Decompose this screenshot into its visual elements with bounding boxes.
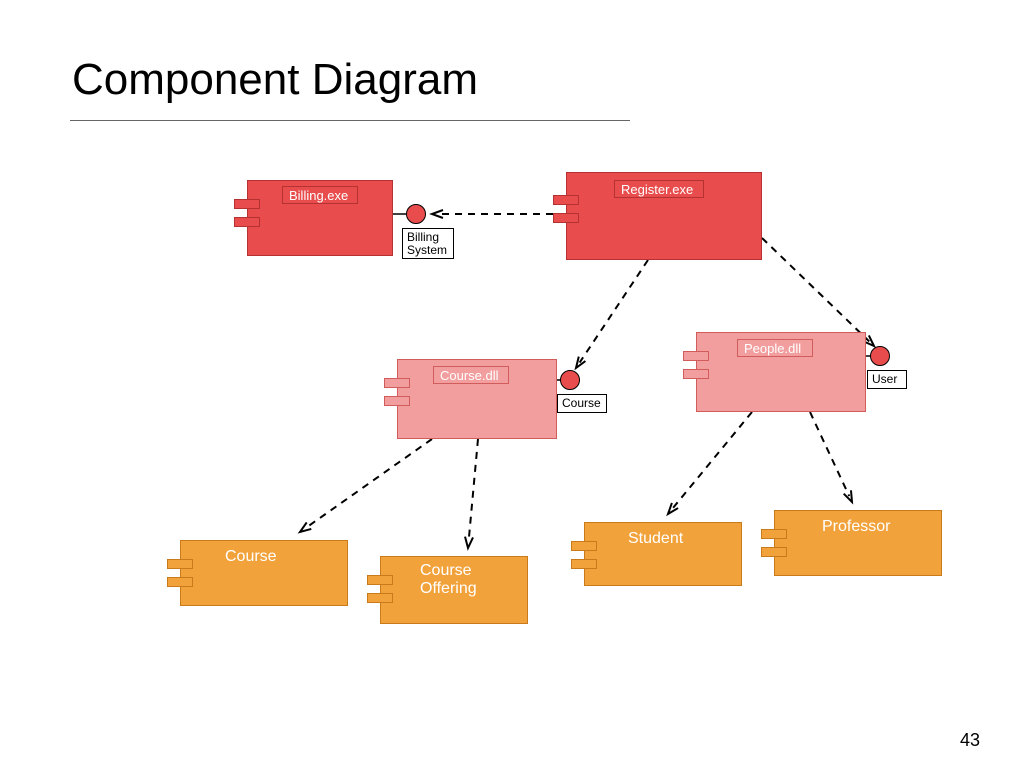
edge-coursedll-to-course <box>305 439 432 528</box>
component-tabs <box>553 195 579 223</box>
component-tabs <box>167 559 193 587</box>
title-underline <box>70 120 630 121</box>
component-tab <box>571 559 597 569</box>
component-tab <box>553 195 579 205</box>
component-tab <box>761 529 787 539</box>
interface-course-if <box>560 370 580 390</box>
interface-user-if <box>870 346 890 366</box>
component-label: Student <box>628 530 683 548</box>
interface-label: BillingSystem <box>402 228 454 259</box>
interface-billing-system-if <box>406 204 426 224</box>
component-tab <box>384 396 410 406</box>
component-label: Course <box>225 548 277 566</box>
component-label: Course.dll <box>433 366 509 384</box>
component-tabs <box>234 199 260 227</box>
component-label: Register.exe <box>614 180 704 198</box>
page-title: Component Diagram <box>72 55 478 105</box>
component-tab <box>761 547 787 557</box>
component-tab <box>683 369 709 379</box>
component-tab <box>384 378 410 388</box>
component-label: People.dll <box>737 339 813 357</box>
component-label: CourseOffering <box>420 562 477 599</box>
component-tabs <box>761 529 787 557</box>
component-tab <box>367 575 393 585</box>
component-tab <box>234 217 260 227</box>
component-tab <box>167 577 193 587</box>
component-label: Billing.exe <box>282 186 358 204</box>
component-label: Professor <box>822 518 890 536</box>
component-tabs <box>367 575 393 603</box>
edge-coursedll-to-offering <box>469 439 478 541</box>
edge-peopledll-to-student <box>672 412 752 509</box>
edge-peopledll-to-professor <box>810 412 849 496</box>
component-tab <box>367 593 393 603</box>
edge-register-to-user-if <box>762 238 869 341</box>
component-tab <box>683 351 709 361</box>
edge-register-to-course-if <box>580 260 648 363</box>
component-tabs <box>683 351 709 379</box>
component-tabs <box>571 541 597 569</box>
interface-label: User <box>867 370 907 389</box>
interface-label: Course <box>557 394 607 413</box>
component-tabs <box>384 378 410 406</box>
component-tab <box>234 199 260 209</box>
component-tab <box>167 559 193 569</box>
component-tab <box>553 213 579 223</box>
page-number: 43 <box>960 730 980 751</box>
component-tab <box>571 541 597 551</box>
